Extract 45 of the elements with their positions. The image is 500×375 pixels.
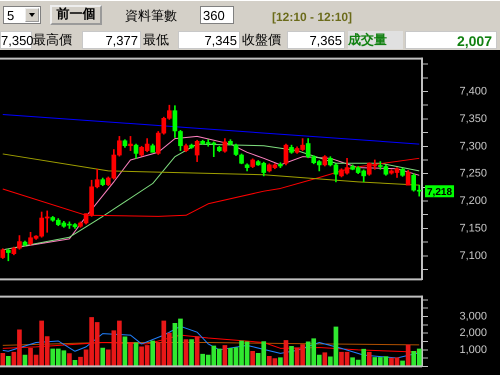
bar — [284, 340, 288, 366]
bar — [250, 350, 255, 366]
bar — [366, 352, 372, 366]
y-tick-label: 3,000 — [459, 310, 487, 323]
text: 7,218 — [427, 186, 452, 198]
y-tick-label: 7,350 — [459, 112, 487, 125]
y-tick-label: 7,300 — [459, 140, 487, 152]
bar — [322, 352, 328, 366]
text: 7,345 — [204, 33, 237, 48]
bar — [194, 336, 200, 366]
text: 最低 — [143, 32, 169, 47]
bar — [150, 340, 156, 366]
text: 成交量 — [348, 32, 387, 47]
bar — [289, 346, 294, 366]
y-tick-label: 7,100 — [459, 250, 487, 262]
bar — [67, 353, 72, 366]
bar — [134, 342, 138, 366]
y-tick-label: 7,400 — [459, 86, 487, 98]
text: 2,007 — [456, 33, 492, 49]
y-tick-label: 1,000 — [459, 344, 487, 356]
text: 360 — [203, 8, 225, 23]
y-tick-label: 7,200 — [459, 195, 487, 208]
text: 最高價 — [33, 32, 72, 47]
bar — [189, 339, 194, 366]
y-tick-label: 2,000 — [459, 327, 487, 340]
bar — [0, 353, 6, 366]
text: 收盤價 — [242, 32, 281, 47]
text: 5 — [7, 8, 14, 23]
y-tick-label: 7,150 — [459, 222, 487, 234]
bar — [128, 342, 133, 366]
bar — [400, 360, 405, 366]
bar — [406, 344, 410, 366]
text: 7,365 — [309, 33, 342, 48]
bar — [222, 345, 228, 366]
text: 前一個 — [56, 6, 96, 21]
text: 7,377 — [105, 33, 138, 48]
text: 7,350 — [1, 33, 34, 48]
bar — [72, 360, 78, 366]
text: [12:10 - 12:10] — [272, 10, 352, 24]
bar — [22, 354, 28, 366]
bar — [184, 339, 188, 366]
bar — [122, 336, 128, 366]
y-tick-label: 7,250 — [459, 168, 487, 180]
bar — [100, 348, 106, 366]
text: 資料筆數 — [125, 8, 177, 23]
